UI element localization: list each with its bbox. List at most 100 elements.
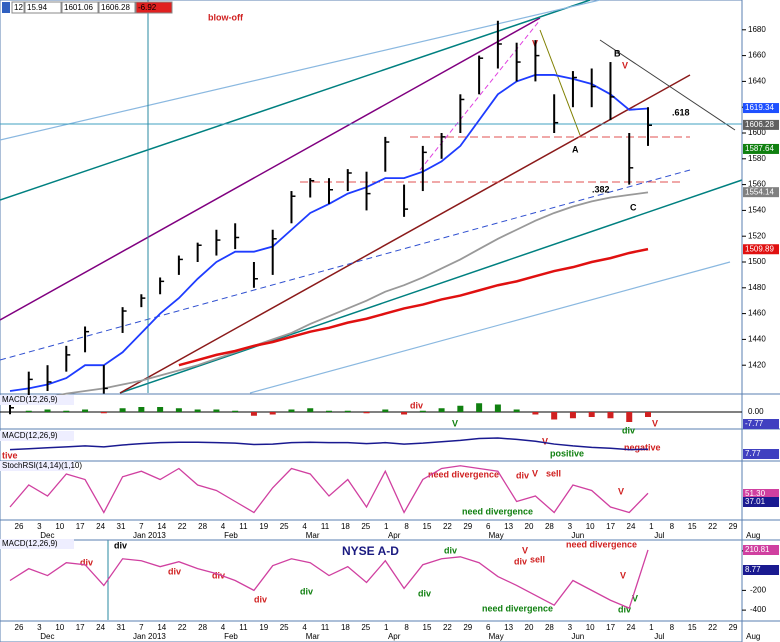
histogram-bar xyxy=(326,410,332,412)
histogram-bar xyxy=(157,407,164,412)
header xyxy=(2,2,10,13)
panel-title: MACD(12,26,9) xyxy=(2,539,58,548)
y-tick-label: 1460 xyxy=(748,309,766,318)
annotation: V xyxy=(618,486,624,496)
x-month-label: Dec xyxy=(40,632,54,641)
x-tick-label: 29 xyxy=(729,623,738,632)
x-tick-label: 1 xyxy=(384,522,389,531)
x-tick-label: 31 xyxy=(117,522,126,531)
x-month-label: Dec xyxy=(40,531,54,540)
x-tick-label: 11 xyxy=(239,522,248,531)
annotation: div xyxy=(80,557,93,567)
annotation: .382 xyxy=(592,184,610,194)
x-tick-label: 25 xyxy=(280,623,289,632)
x-tick-label: 22 xyxy=(708,623,717,632)
panel-name: NYSE A-D xyxy=(342,544,399,558)
value-label: 8.77 xyxy=(745,565,761,574)
x-tick-label: 15 xyxy=(423,522,432,531)
x-tick-label: 6 xyxy=(486,522,491,531)
x-tick-label: 3 xyxy=(37,522,42,531)
x-tick-label: 10 xyxy=(55,522,64,531)
histogram-bar xyxy=(457,405,464,412)
header-value: 15.94 xyxy=(27,3,48,12)
x-tick-label: 3 xyxy=(568,522,573,531)
histogram-bar xyxy=(25,410,32,412)
histogram-bar xyxy=(626,412,633,422)
annotation: positive xyxy=(550,448,584,458)
x-tick-label: 19 xyxy=(259,623,268,632)
x-tick-label: 22 xyxy=(178,623,187,632)
x-month-label: Aug xyxy=(746,531,760,540)
panel-title: StochRSI(14,14)(1,10) xyxy=(2,461,82,470)
annotation: div xyxy=(444,545,457,555)
header-value: 12 xyxy=(14,3,23,12)
value-box xyxy=(743,545,779,555)
y-tick-label: 1640 xyxy=(748,77,766,86)
y-tick-label: 1500 xyxy=(748,257,766,266)
x-tick-label: 20 xyxy=(525,623,534,632)
annotation: V xyxy=(622,60,628,70)
x-month-label: Jun xyxy=(571,531,584,540)
moving-average xyxy=(178,247,649,367)
x-tick-label: 17 xyxy=(76,522,85,531)
x-tick-label: 11 xyxy=(321,522,330,531)
x-tick-label: 1 xyxy=(649,623,654,632)
x-month-label: Feb xyxy=(224,531,238,540)
y-tick-label: 1420 xyxy=(748,360,766,369)
histogram-bar xyxy=(532,412,539,415)
x-tick-label: 15 xyxy=(688,623,697,632)
histogram-bar xyxy=(438,408,445,412)
y-tick-label: -400 xyxy=(750,605,767,614)
price-label-box xyxy=(743,244,779,255)
annotation: div xyxy=(418,588,431,598)
x-tick-label: 8 xyxy=(404,522,409,531)
x-tick-label: 24 xyxy=(627,522,636,531)
y-tick-label: 0.00 xyxy=(748,407,764,416)
x-month-label: Jul xyxy=(654,632,664,641)
annotation: div xyxy=(516,470,529,480)
x-month-label: Feb xyxy=(224,632,238,641)
ad-line xyxy=(9,549,649,610)
y-tick-label: 1480 xyxy=(748,283,766,292)
header-value: -6.92 xyxy=(138,3,157,12)
y-tick-label: 1440 xyxy=(748,335,766,344)
x-month-label: Jul xyxy=(654,531,664,540)
x-tick-label: 31 xyxy=(117,623,126,632)
annotation: blow-off xyxy=(208,12,244,22)
histogram-bar xyxy=(513,409,520,412)
annotation: div xyxy=(514,556,527,566)
histogram-bar xyxy=(232,410,239,412)
x-tick-label: 13 xyxy=(504,623,513,632)
panel-title-box xyxy=(0,431,74,441)
annotation: need divergence xyxy=(482,603,553,613)
x-tick-label: 26 xyxy=(15,623,24,632)
x-month-label: Mar xyxy=(306,632,320,641)
annotation: tive xyxy=(2,450,18,460)
histogram-bar xyxy=(607,412,614,419)
x-month-label: Apr xyxy=(388,632,401,641)
y-tick-label: 1540 xyxy=(748,206,766,215)
value-box xyxy=(743,489,779,499)
x-tick-label: 15 xyxy=(688,522,697,531)
histogram-bar xyxy=(645,412,651,417)
x-tick-label: 25 xyxy=(361,522,370,531)
x-tick-label: 3 xyxy=(568,623,573,632)
annotation: C xyxy=(630,202,637,212)
y-tick-label: -200 xyxy=(750,585,767,594)
price-label: 1509.89 xyxy=(745,244,774,253)
header-value: 1606.28 xyxy=(101,3,130,12)
annotation: V xyxy=(620,570,626,580)
histogram-bar xyxy=(363,412,370,414)
x-tick-label: 4 xyxy=(302,623,307,632)
stoch-line xyxy=(9,465,649,514)
y-tick-label: 1520 xyxy=(748,231,766,240)
x-tick-label: 11 xyxy=(321,623,330,632)
x-tick-label: 22 xyxy=(178,522,187,531)
x-tick-label: 8 xyxy=(404,623,409,632)
x-tick-label: 13 xyxy=(504,522,513,531)
annotation: div xyxy=(618,604,631,614)
histogram-bar xyxy=(419,410,426,412)
annotation: div xyxy=(212,570,225,580)
x-month-label: May xyxy=(489,632,504,641)
price-label-box xyxy=(743,103,779,114)
